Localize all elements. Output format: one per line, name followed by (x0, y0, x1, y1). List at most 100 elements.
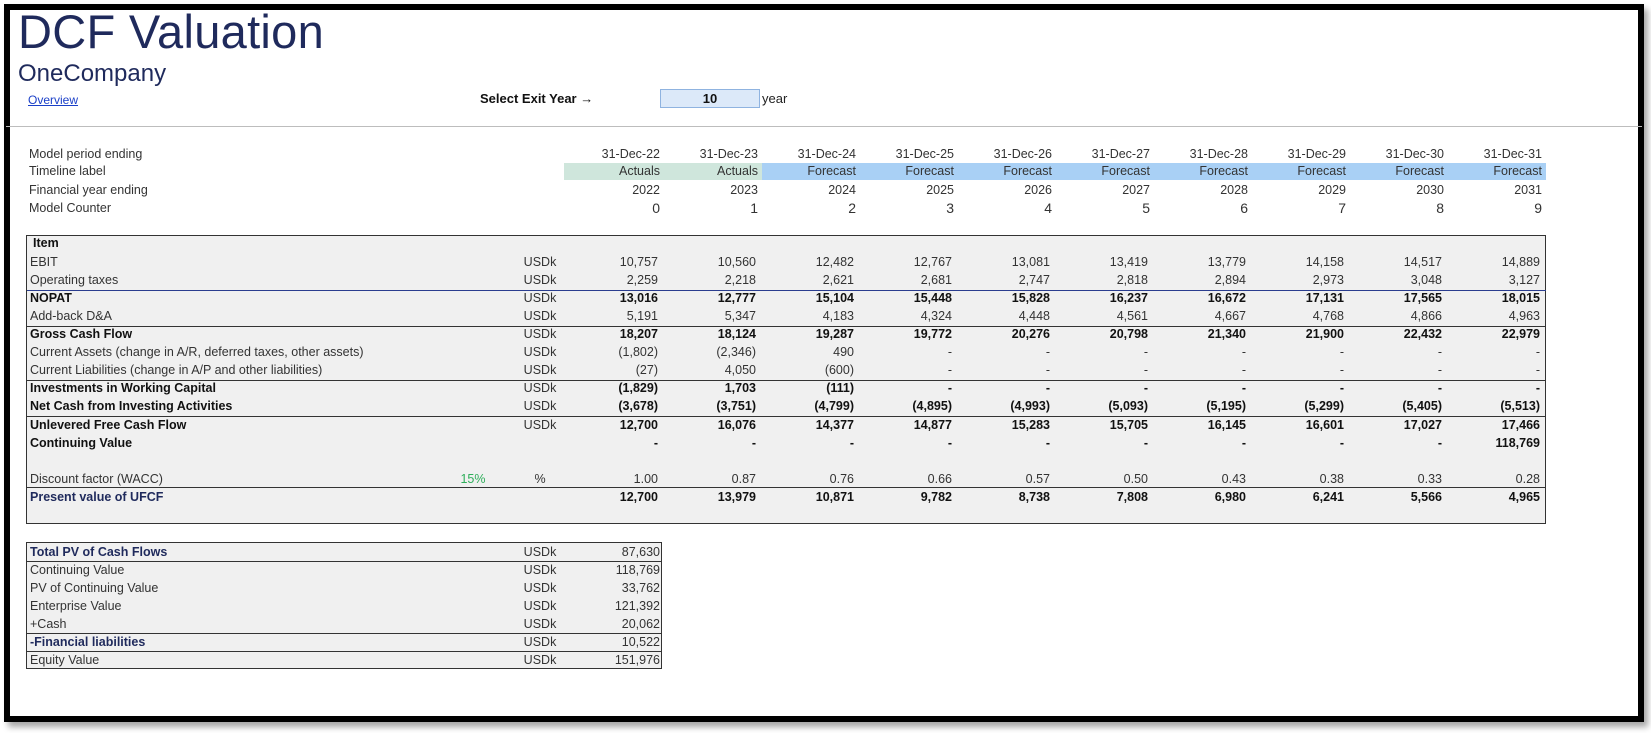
summary-value: 87,630 (621, 545, 660, 559)
timeline-row-label: Model period ending (29, 147, 143, 161)
value-cell: (27) (635, 363, 658, 377)
value-cell: - (849, 436, 854, 450)
financial-year-cell: 2022 (632, 183, 660, 197)
row-label: Unlevered Free Cash Flow (30, 418, 187, 432)
model-counter-cell: 4 (1044, 200, 1052, 216)
row-label: Continuing Value (30, 436, 133, 450)
unit-cell: USDk (523, 345, 557, 359)
value-cell: (2,346) (716, 345, 756, 359)
period-ending-cell: 31-Dec-25 (895, 147, 954, 161)
value-cell: 1.00 (633, 472, 658, 486)
value-cell: - (1045, 345, 1050, 359)
row-label: Gross Cash Flow (30, 327, 133, 341)
summary-unit: USDk (523, 581, 557, 595)
value-cell: 21,340 (1207, 327, 1246, 341)
value-cell: 14,158 (1305, 255, 1344, 269)
period-ending-cell: 31-Dec-24 (797, 147, 856, 161)
value-cell: - (1535, 345, 1540, 359)
value-cell: 10,871 (815, 490, 854, 504)
value-cell: - (1241, 345, 1246, 359)
value-cell: 16,076 (717, 418, 756, 432)
summary-label: Total PV of Cash Flows (30, 545, 168, 559)
row-label: Investments in Working Capital (30, 381, 216, 395)
value-cell: 2,259 (626, 273, 658, 287)
summary-value: 118,769 (615, 563, 660, 577)
unit-cell: USDk (523, 363, 557, 377)
value-cell: 6,980 (1214, 490, 1246, 504)
financial-year-cell: 2031 (1514, 183, 1542, 197)
wacc-input[interactable]: 15% (460, 472, 486, 486)
value-cell: 16,237 (1109, 291, 1148, 305)
value-cell: - (1241, 436, 1246, 450)
page-title: DCF Valuation (18, 5, 325, 58)
timeline-row-label: Financial year ending (29, 183, 148, 197)
value-cell: 4,448 (1018, 309, 1050, 323)
value-cell: 18,124 (717, 327, 756, 341)
summary-label: Enterprise Value (30, 599, 122, 613)
value-cell: 15,104 (815, 291, 854, 305)
value-cell: - (1437, 345, 1442, 359)
value-cell: 0.57 (1025, 472, 1050, 486)
financial-year-cell: 2026 (1024, 183, 1052, 197)
financial-year-cell: 2029 (1318, 183, 1346, 197)
row-label: Net Cash from Investing Activities (30, 399, 233, 413)
value-cell: - (751, 436, 756, 450)
value-cell: 17,565 (1403, 291, 1442, 305)
value-cell: 0.28 (1515, 472, 1540, 486)
value-cell: - (1437, 363, 1442, 377)
value-cell: 14,517 (1403, 255, 1442, 269)
exit-year-input[interactable] (660, 89, 760, 108)
unit-cell: USDk (523, 418, 557, 432)
period-ending-cell: 31-Dec-28 (1189, 147, 1248, 161)
summary-unit: USDk (523, 617, 557, 631)
value-cell: (600) (824, 363, 854, 377)
value-cell: 10,757 (619, 255, 658, 269)
value-cell: (1,829) (618, 381, 658, 395)
header-divider (6, 126, 1642, 127)
row-divider (27, 416, 1546, 417)
value-cell: 14,877 (913, 418, 952, 432)
value-cell: 17,027 (1403, 418, 1442, 432)
value-cell: 490 (833, 345, 854, 359)
value-cell: 0.87 (731, 472, 756, 486)
model-counter-cell: 9 (1534, 200, 1542, 216)
value-cell: 0.66 (927, 472, 952, 486)
value-cell: 6,241 (1312, 490, 1344, 504)
row-divider (27, 487, 1546, 488)
value-cell: 13,419 (1109, 255, 1148, 269)
value-cell: 15,283 (1011, 418, 1050, 432)
item-header: Item (33, 236, 59, 250)
value-cell: (5,195) (1206, 399, 1246, 413)
value-cell: - (1143, 363, 1148, 377)
value-cell: - (653, 436, 658, 450)
timeline-label-cell: Forecast (1252, 163, 1350, 180)
row-label: Operating taxes (30, 273, 119, 287)
row-label: Current Assets (change in A/R, deferred … (30, 345, 364, 359)
model-counter-cell: 0 (652, 200, 660, 216)
value-cell: 16,145 (1207, 418, 1246, 432)
row-label: Current Liabilities (change in A/P and o… (30, 363, 323, 377)
value-cell: 4,963 (1508, 309, 1540, 323)
summary-value: 20,062 (621, 617, 660, 631)
summary-unit: USDk (523, 599, 557, 613)
model-counter-cell: 1 (750, 200, 758, 216)
value-cell: 2,681 (920, 273, 952, 287)
value-cell: 2,747 (1018, 273, 1050, 287)
row-label: EBIT (30, 255, 58, 269)
overview-link[interactable]: Overview (28, 93, 79, 107)
value-cell: 2,973 (1312, 273, 1344, 287)
value-cell: 19,772 (913, 327, 952, 341)
value-cell: - (1437, 436, 1442, 450)
unit-cell: USDk (523, 309, 557, 323)
value-cell: 13,081 (1011, 255, 1050, 269)
summary-unit: USDk (523, 545, 557, 559)
value-cell: 21,900 (1305, 327, 1344, 341)
summary-value: 10,522 (621, 635, 660, 649)
value-cell: 12,767 (913, 255, 952, 269)
timeline-label-cell: Forecast (762, 163, 860, 180)
unit-cell: % (534, 472, 546, 486)
value-cell: 118,769 (1495, 436, 1541, 450)
value-cell: (5,093) (1108, 399, 1148, 413)
value-cell: - (1045, 436, 1050, 450)
summary-divider (27, 633, 662, 634)
